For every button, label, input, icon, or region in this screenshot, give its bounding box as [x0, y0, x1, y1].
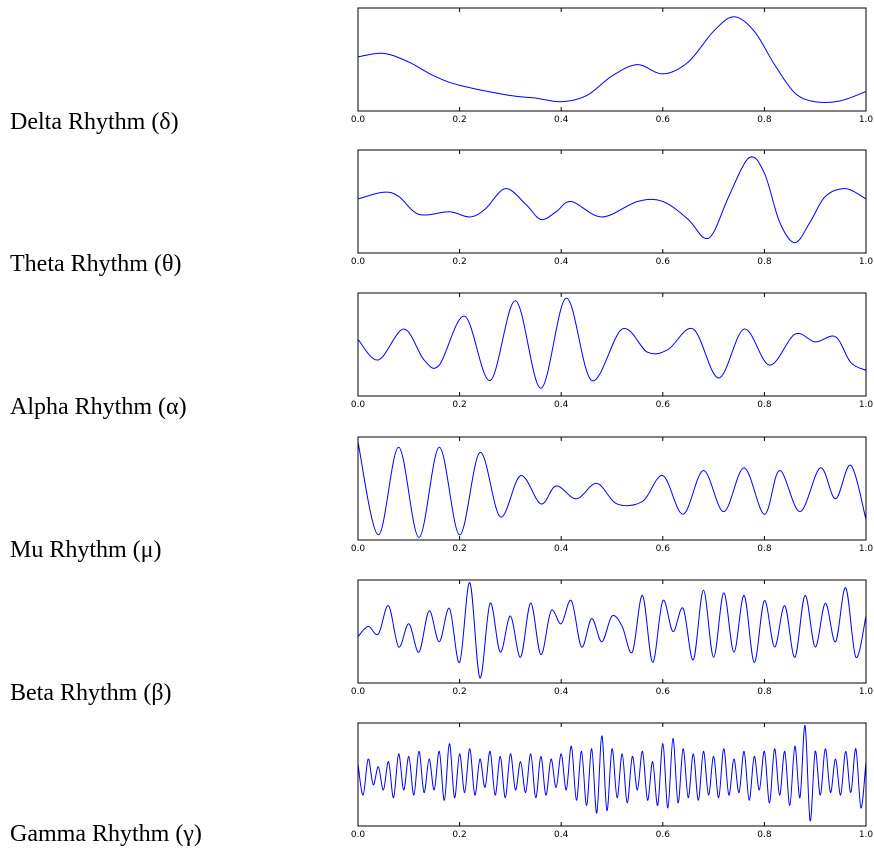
x-tick-label: 0.6 [656, 687, 671, 697]
x-tick-label: 1.0 [859, 400, 874, 410]
x-tick-label: 0.0 [351, 400, 366, 410]
x-tick-label: 0.6 [656, 257, 671, 267]
axes-frame [357, 436, 867, 541]
rhythm-label: Gamma Rhythm (γ) [10, 821, 202, 847]
x-tick-label: 0.2 [452, 400, 466, 410]
rhythm-label: Theta Rhythm (θ) [10, 251, 182, 277]
signal-line [358, 156, 866, 244]
x-tick-label: 0.8 [757, 400, 772, 410]
x-tick-label: 1.0 [859, 830, 874, 840]
rhythm-label: Delta Rhythm (δ) [10, 109, 179, 135]
x-tick-label: 0.4 [554, 544, 569, 554]
axes-frame [357, 722, 867, 827]
x-tick-label: 0.4 [554, 257, 569, 267]
x-tick-label: 0.8 [757, 544, 772, 554]
x-tick-label: 0.2 [452, 257, 466, 267]
x-tick-label: 0.2 [452, 544, 466, 554]
rhythm-plot: 0.0 0.2 0.4 0.6 0.8 1.0 [351, 7, 874, 125]
x-tick-label: 0.2 [452, 830, 466, 840]
rhythm-plot: 0.0 0.2 0.4 0.6 0.8 1.0 [351, 292, 874, 410]
x-tick-label: 0.6 [656, 115, 671, 125]
x-tick-label: 0.8 [757, 115, 772, 125]
x-tick-label: 0.4 [554, 400, 569, 410]
signal-line [358, 16, 866, 103]
rhythm-label: Mu Rhythm (μ) [10, 537, 162, 563]
axes-frame [357, 7, 867, 112]
x-tick-label: 0.0 [351, 830, 366, 840]
x-tick-label: 0.0 [351, 257, 366, 267]
x-tick-label: 0.8 [757, 257, 772, 267]
x-tick-label: 0.6 [656, 830, 671, 840]
x-tick-label: 0.4 [554, 115, 569, 125]
x-tick-label: 0.8 [757, 830, 772, 840]
signal-line [358, 725, 866, 822]
x-tick-label: 0.4 [554, 830, 569, 840]
x-tick-label: 0.2 [452, 687, 466, 697]
x-tick-label: 0.6 [656, 544, 671, 554]
x-tick-label: 0.0 [351, 544, 366, 554]
rhythm-plot: 0.0 0.2 0.4 0.6 0.8 1.0 [351, 722, 874, 840]
x-tick-label: 0.8 [757, 687, 772, 697]
x-tick-label: 0.0 [351, 687, 366, 697]
rhythm-label: Beta Rhythm (β) [10, 680, 172, 706]
axes-frame [357, 579, 867, 684]
x-tick-label: 1.0 [859, 115, 874, 125]
signal-line [358, 297, 866, 389]
x-tick-label: 0.2 [452, 115, 466, 125]
x-tick-label: 0.6 [656, 400, 671, 410]
rhythm-label: Alpha Rhythm (α) [10, 394, 187, 420]
x-tick-label: 1.0 [859, 544, 874, 554]
signal-line [358, 582, 866, 679]
axes-frame [357, 292, 867, 397]
x-tick-label: 1.0 [859, 687, 874, 697]
x-tick-label: 0.0 [351, 115, 366, 125]
signal-line [358, 442, 866, 538]
axes-frame [357, 149, 867, 254]
rhythm-plot: 0.0 0.2 0.4 0.6 0.8 1.0 [351, 579, 874, 697]
x-tick-label: 1.0 [859, 257, 874, 267]
rhythm-plot: 0.0 0.2 0.4 0.6 0.8 1.0 [351, 149, 874, 267]
x-tick-label: 0.4 [554, 687, 569, 697]
rhythm-plot: 0.0 0.2 0.4 0.6 0.8 1.0 [351, 436, 874, 554]
